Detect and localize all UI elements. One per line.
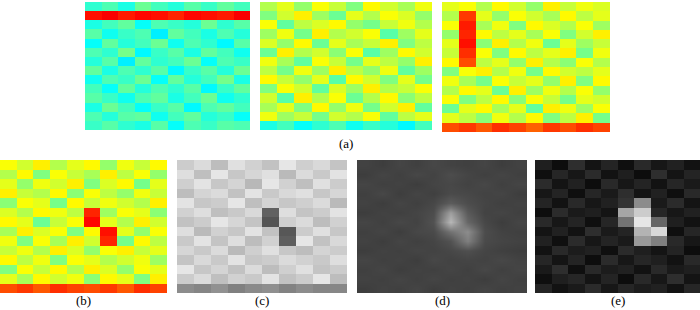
svg-text:(e): (e): [611, 293, 625, 308]
svg-text:(b): (b): [76, 293, 91, 308]
svg-text:(a): (a): [339, 136, 353, 151]
svg-text:(c): (c): [255, 293, 269, 308]
svg-text:(d): (d): [435, 293, 450, 308]
